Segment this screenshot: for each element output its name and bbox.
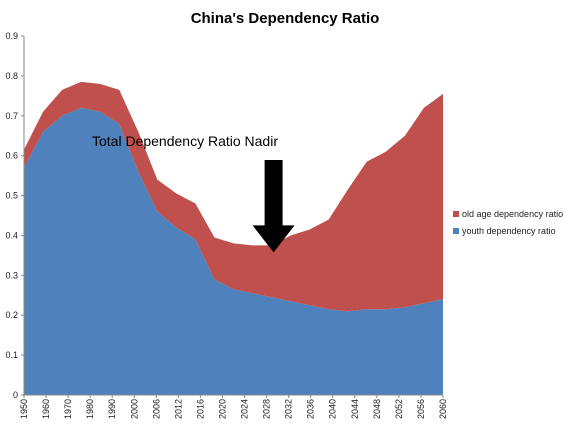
y-tick-label: 0.6 bbox=[5, 151, 18, 161]
x-tick-label: 2020 bbox=[217, 399, 227, 419]
y-tick-label: 0.9 bbox=[5, 31, 18, 41]
legend-swatch bbox=[453, 228, 459, 234]
x-tick-label: 1970 bbox=[63, 399, 73, 419]
x-tick-label: 2052 bbox=[394, 399, 404, 419]
legend-label: old age dependency ratio bbox=[462, 209, 563, 219]
legend: old age dependency ratio youth dependency… bbox=[453, 209, 563, 236]
x-tick-label: 2036 bbox=[306, 399, 316, 419]
x-tick-label: 1980 bbox=[85, 399, 95, 419]
y-tick-label: 0.7 bbox=[5, 111, 18, 121]
y-tick-label: 0.2 bbox=[5, 310, 18, 320]
x-tick-label: 1960 bbox=[41, 399, 51, 419]
x-tick-label: 2000 bbox=[129, 399, 139, 419]
x-tick-label: 2028 bbox=[262, 399, 272, 419]
x-tick-label: 2032 bbox=[284, 399, 294, 419]
x-tick-label: 2044 bbox=[350, 399, 360, 419]
x-tick-label: 2012 bbox=[173, 399, 183, 419]
y-tick-label: 0.8 bbox=[5, 71, 18, 81]
x-tick-label: 2048 bbox=[372, 399, 382, 419]
axes: 0 0.1 0.2 0.3 0.4 0.5 0.6 0.7 0.8 0.9 1950 1960 1970… bbox=[5, 31, 448, 419]
y-tick-label: 0.4 bbox=[5, 230, 18, 240]
y-tick-label: 0.3 bbox=[5, 270, 18, 280]
x-tick-label: 1990 bbox=[107, 399, 117, 419]
y-tick-label: 0.5 bbox=[5, 191, 18, 201]
area-series-old-age-dependency-ratio bbox=[24, 81, 443, 312]
chart-title: China's Dependency Ratio bbox=[191, 10, 380, 27]
legend-swatch bbox=[453, 211, 459, 217]
y-tick-label: 0.1 bbox=[5, 350, 18, 360]
legend-label: youth dependency ratio bbox=[462, 226, 556, 236]
x-tick-label: 2056 bbox=[416, 399, 426, 419]
x-tick-label: 2024 bbox=[240, 399, 250, 419]
x-tick-label: 2016 bbox=[195, 399, 205, 419]
nadir-annotation-text: Total Dependency Ratio Nadir bbox=[92, 133, 278, 149]
area-series-youth-dependency-ratio bbox=[24, 107, 443, 396]
annotation-layer: Total Dependency Ratio Nadir bbox=[92, 133, 295, 253]
x-tick-label: 2040 bbox=[328, 399, 338, 419]
x-tick-label: 2006 bbox=[151, 399, 161, 419]
x-tick-label: 1950 bbox=[19, 399, 29, 419]
x-tick-label: 2060 bbox=[438, 399, 448, 419]
y-tick-label: 0 bbox=[13, 390, 18, 400]
plot-area bbox=[24, 81, 443, 396]
nadir-arrow-icon bbox=[252, 160, 295, 253]
